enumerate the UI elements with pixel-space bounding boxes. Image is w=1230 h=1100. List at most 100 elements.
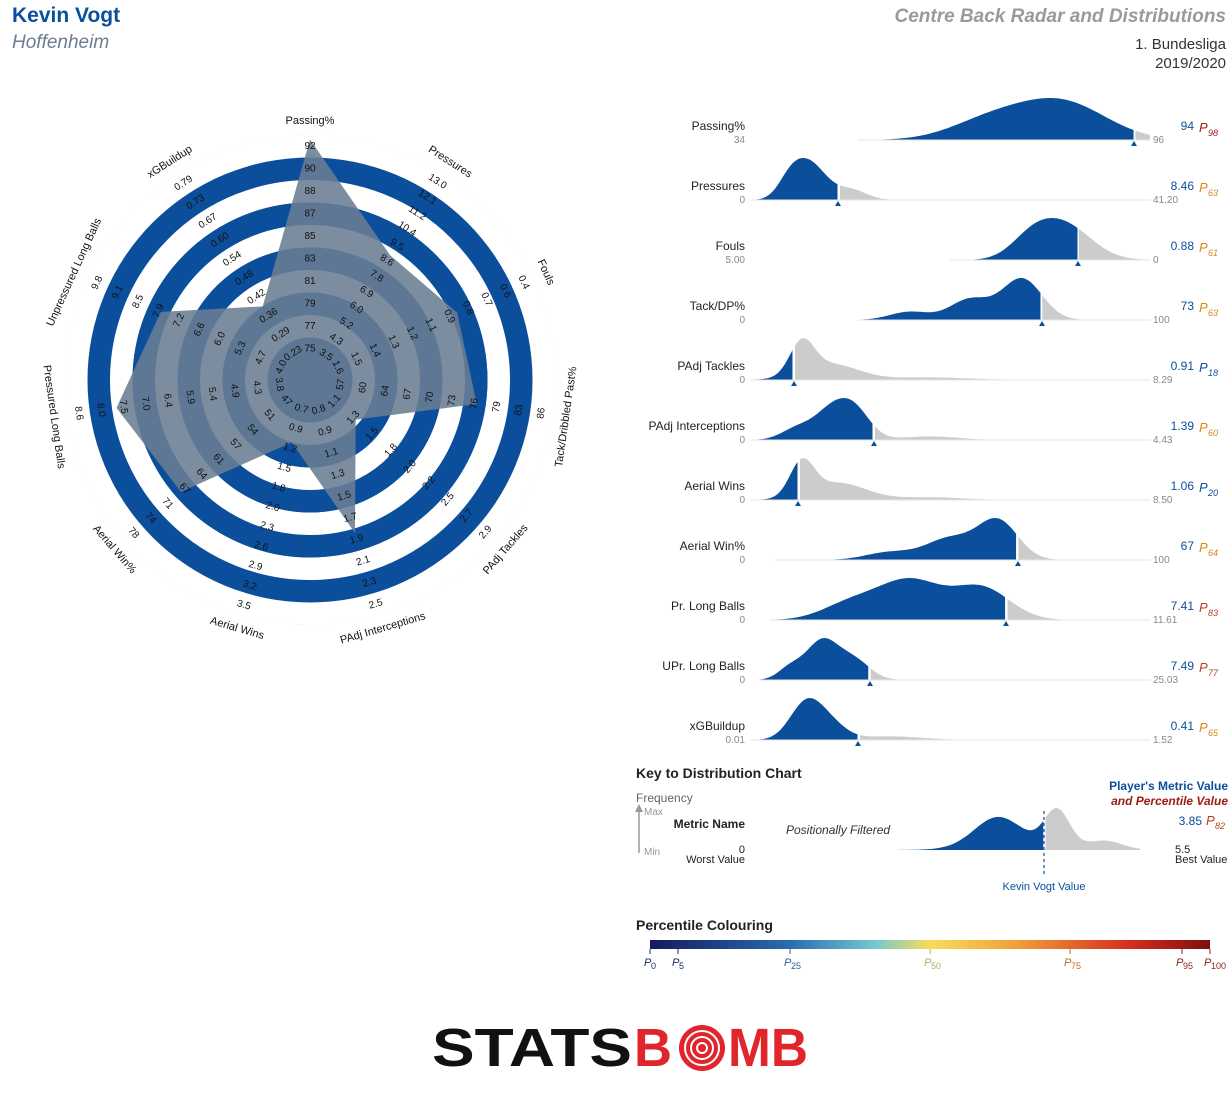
distribution-max: 8.29 xyxy=(1153,375,1173,386)
radar-tick-label: 64 xyxy=(379,384,392,397)
distribution-marker xyxy=(1003,621,1009,626)
key-metric-name: Metric Name xyxy=(674,817,746,831)
radar-tick-label: 1.3 xyxy=(330,468,347,483)
radar-tick-label: 76 xyxy=(468,397,481,410)
distribution-max: 4.43 xyxy=(1153,435,1173,446)
distribution-percentile-p: P xyxy=(1199,720,1208,735)
radar-tick-label: 7.0 xyxy=(139,396,152,412)
radar-tick-label: 0.8 xyxy=(311,403,328,418)
radar-tick-label: 0.7 xyxy=(478,291,494,309)
percentile-tick-p: P xyxy=(1176,957,1184,969)
radar-tick-label: 1.4 xyxy=(367,342,383,360)
radar-tick-label: 1.6 xyxy=(329,359,345,377)
radar-tick-label: 1.2 xyxy=(404,325,420,343)
radar-axis-label: Tack/Dribbled Past% xyxy=(553,366,579,468)
distribution-percentile-p: P xyxy=(1199,300,1208,315)
distribution-marker xyxy=(795,501,801,506)
distribution-min: 0 xyxy=(739,675,745,686)
distribution-marker xyxy=(867,681,873,686)
radar-tick-label: 0.6 xyxy=(497,282,513,300)
radar-tick-label: 8.0 xyxy=(94,402,107,418)
key-player-metric-value: Player's Metric Value xyxy=(1109,779,1228,793)
radar-tick-label: 86 xyxy=(535,407,548,420)
radar-tick-label: 1.9 xyxy=(349,532,366,547)
distribution-value: 67 xyxy=(1181,539,1195,553)
radar-tick-label: 6.4 xyxy=(161,393,174,409)
distribution-min: 0 xyxy=(739,555,745,566)
distribution-marker xyxy=(1075,261,1081,266)
radar-tick-label: 8.6 xyxy=(72,406,85,422)
distribution-marker xyxy=(1039,321,1045,326)
distribution-min: 0 xyxy=(739,495,745,506)
distribution-curve-player xyxy=(750,350,793,380)
key-positionally-filtered: Positionally Filtered xyxy=(786,823,890,837)
distribution-value: 7.49 xyxy=(1171,659,1195,673)
radar-tick-label: 83 xyxy=(304,253,316,264)
logo-target-icon xyxy=(679,1025,725,1071)
radar-tick-label: 90 xyxy=(304,163,316,174)
radar-tick-label: 1.5 xyxy=(348,350,364,368)
distribution-value: 0.41 xyxy=(1171,719,1195,733)
distribution-percentile: 61 xyxy=(1208,248,1218,258)
distribution-curve-player xyxy=(750,698,858,740)
distribution-max: 11.61 xyxy=(1153,615,1178,626)
radar-tick-label: 8.5 xyxy=(131,293,147,311)
logo-text-stats: STATS xyxy=(432,1018,632,1078)
distribution-label: Pressures xyxy=(691,179,745,193)
league-label: 1. Bundesliga xyxy=(1135,36,1226,53)
percentile-tick-label: 0 xyxy=(651,961,656,971)
distribution-curve-rest xyxy=(870,668,1150,680)
distribution-curve-player xyxy=(858,98,1134,140)
distribution-curve-rest xyxy=(1018,536,1150,560)
distribution-percentile-p: P xyxy=(1199,120,1208,135)
distribution-label: Aerial Win% xyxy=(680,539,746,553)
key-best-num: 5.5 xyxy=(1175,844,1190,856)
radar-tick-label: 3.5 xyxy=(236,598,253,613)
radar-tick-label: 2.1 xyxy=(355,554,372,569)
logo-text-mb: MB xyxy=(728,1018,808,1078)
key-example-percentile: 82 xyxy=(1215,821,1225,831)
distribution-value: 8.46 xyxy=(1171,179,1195,193)
radar-tick-label: 6.0 xyxy=(212,330,228,348)
radar-tick-label: 67 xyxy=(402,387,415,400)
distribution-row: Pr. Long Balls 0 11.61 7.41 P 83 xyxy=(671,578,1218,626)
player-name: Kevin Vogt xyxy=(12,4,121,27)
radar-tick-label: 2.6 xyxy=(253,539,270,554)
statsbomb-logo: STATS B MB xyxy=(432,1018,808,1078)
radar-tick-label: 73 xyxy=(446,394,459,407)
distribution-min: 0.01 xyxy=(726,735,746,746)
season-label: 2019/2020 xyxy=(1155,55,1226,72)
radar-tick-label: 57 xyxy=(335,378,348,391)
distribution-percentile: 18 xyxy=(1208,368,1218,378)
distribution-curve-rest xyxy=(1007,598,1150,620)
percentile-tick-p: P xyxy=(1204,957,1212,969)
distribution-percentile: 20 xyxy=(1207,488,1218,498)
distribution-curve-player xyxy=(770,578,1006,620)
distribution-curve-rest xyxy=(860,735,1150,740)
distribution-label: Aerial Wins xyxy=(684,479,745,493)
distribution-row: Passing% 34 96 94 P 98 xyxy=(692,98,1218,146)
key-best-label: Best Value xyxy=(1175,854,1227,866)
distribution-marker xyxy=(1131,141,1137,146)
radar-tick-label: 7.5 xyxy=(117,399,130,415)
radar-tick-label: 81 xyxy=(304,276,316,287)
distribution-curve-player xyxy=(750,462,798,500)
percentile-tick-p: P xyxy=(672,957,680,969)
percentile-ticks: P 0 P 5 P 25 P 50 P 75 P 95 P 100 xyxy=(644,949,1226,971)
distribution-row: xGBuildup 0.01 1.52 0.41 P 65 xyxy=(690,698,1219,746)
radar-tick-label: 4.7 xyxy=(253,349,269,367)
radar-tick-label: 75 xyxy=(304,343,316,354)
distribution-min: 0 xyxy=(739,195,745,206)
radar-tick-label: 0.7 xyxy=(293,402,310,417)
key-worst-label: Worst Value xyxy=(686,854,745,866)
radar-tick-label: 77 xyxy=(304,321,316,332)
distribution-percentile: 77 xyxy=(1208,668,1219,678)
radar-tick-label: 9.1 xyxy=(110,283,126,301)
distribution-marker xyxy=(1015,561,1021,566)
percentile-tick-label: 5 xyxy=(679,961,684,971)
distribution-percentile: 63 xyxy=(1208,188,1218,198)
key-player-value-label: Kevin Vogt Value xyxy=(1003,881,1086,893)
distribution-row: Tack/DP% 0 100 73 P 63 xyxy=(690,278,1218,326)
radar-tick-label: 0.9 xyxy=(317,424,334,439)
